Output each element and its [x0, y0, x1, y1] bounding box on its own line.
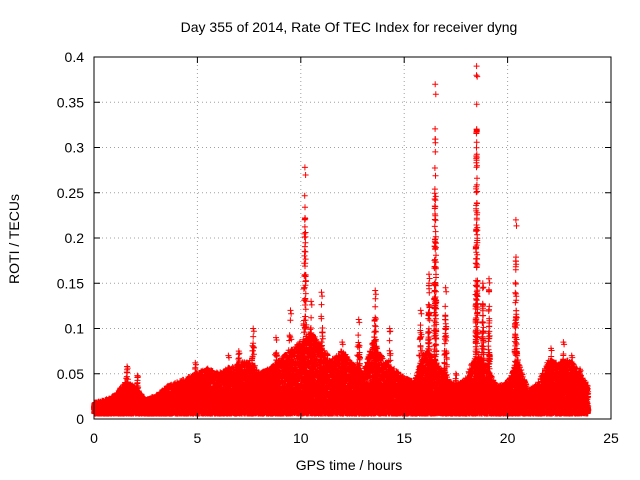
y-tick-label: 0.1: [65, 321, 85, 337]
y-axis-title: ROTI / TECUs: [6, 194, 22, 284]
y-tick-label: 0.25: [57, 185, 84, 201]
x-tick-label: 25: [603, 430, 619, 446]
y-tick-label: 0.2: [65, 230, 85, 246]
grid-lines: [94, 57, 611, 419]
y-tick-label: 0.05: [57, 366, 84, 382]
axis-ticks: [93, 56, 612, 420]
chart-title: Day 355 of 2014, Rate Of TEC Index for r…: [181, 19, 518, 35]
y-tick-label: 0: [76, 411, 84, 427]
y-tick-label: 0.35: [57, 94, 84, 110]
x-tick-label: 0: [90, 430, 98, 446]
x-axis-title: GPS time / hours: [296, 457, 403, 473]
x-tick-label: 5: [194, 430, 202, 446]
x-tick-labels: 0 5 10 15 20 25: [90, 430, 619, 446]
x-tick-label: 20: [500, 430, 516, 446]
y-tick-labels: 0 0.05 0.1 0.15 0.2 0.25 0.3 0.35 0.4: [57, 49, 84, 427]
roti-points: [91, 63, 592, 417]
y-tick-label: 0.3: [65, 140, 85, 156]
y-tick-label: 0.4: [65, 49, 85, 65]
x-tick-label: 10: [293, 430, 309, 446]
data-points: [91, 63, 592, 417]
x-tick-label: 15: [396, 430, 412, 446]
y-tick-label: 0.15: [57, 275, 84, 291]
